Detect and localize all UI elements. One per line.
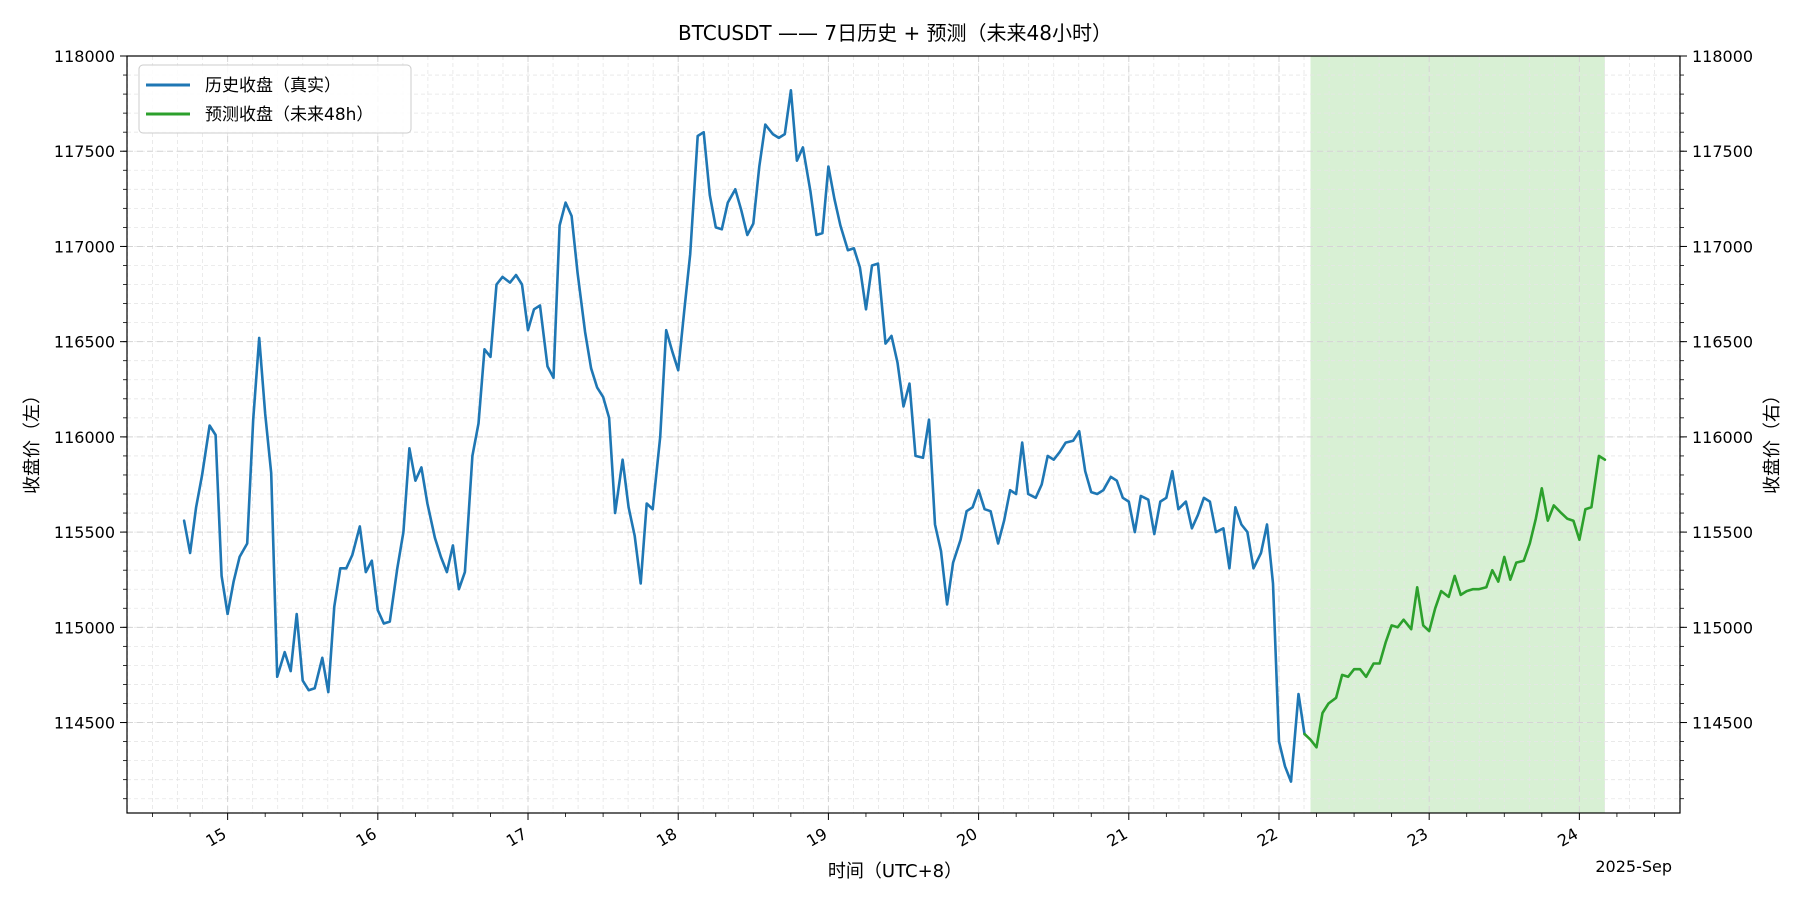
- y-tick-label-right: 116000: [1692, 428, 1753, 447]
- legend: 历史收盘（真实） 预测收盘（未来48h）: [138, 64, 412, 134]
- y-tick-label-left: 118000: [54, 47, 115, 66]
- x-tick-label: 20: [953, 824, 980, 851]
- legend-label-history: 历史收盘（真实）: [205, 76, 341, 96]
- y-tick-label-right: 115500: [1692, 523, 1753, 542]
- x-tick-label: 24: [1554, 824, 1581, 851]
- y-tick-label-right: 114500: [1692, 714, 1753, 733]
- series-line-forecast: [1303, 454, 1607, 749]
- y-tick-label-left: 117000: [54, 237, 115, 256]
- x-tick-label: 23: [1404, 824, 1431, 851]
- y-axis-label-right: 收盘价（右）: [1762, 386, 1783, 494]
- x-axis-label: 时间（UTC+8）: [828, 861, 962, 882]
- x-tick-label: 15: [202, 824, 229, 851]
- y-tick-label-right: 116500: [1692, 333, 1753, 352]
- x-tick-label: 22: [1254, 824, 1281, 851]
- legend-box: [138, 64, 412, 134]
- grid-layer: [127, 55, 1680, 813]
- x-tick-label: 21: [1104, 824, 1131, 851]
- y-axis-label-left: 收盘价（左）: [22, 386, 43, 494]
- x-tick-label: 17: [503, 824, 530, 851]
- forecast-region: [1310, 56, 1605, 813]
- x-axis-offset-label: 2025-Sep: [1595, 857, 1672, 876]
- series-line-history: [182, 89, 1306, 783]
- x-tick-label: 16: [353, 824, 380, 851]
- x-tick-label: 19: [803, 824, 830, 851]
- y-tick-label-right: 117500: [1692, 142, 1753, 161]
- legend-label-forecast: 预测收盘（未来48h）: [205, 105, 373, 125]
- y-tick-label-right: 115000: [1692, 618, 1753, 637]
- y-tick-label-left: 115000: [54, 618, 115, 637]
- y-tick-label-left: 117500: [54, 142, 115, 161]
- series-layer: [182, 89, 1607, 783]
- y-tick-label-right: 118000: [1692, 47, 1753, 66]
- y-tick-label-left: 115500: [54, 523, 115, 542]
- forecast-region-layer: [1310, 56, 1605, 813]
- y-tick-label-left: 116000: [54, 428, 115, 447]
- y-tick-label-right: 117000: [1692, 237, 1753, 256]
- chart-title: BTCUSDT —— 7日历史 + 预测（未来48小时）: [678, 21, 1112, 45]
- x-tick-label: 18: [653, 824, 680, 851]
- y-tick-label-left: 114500: [54, 714, 115, 733]
- y-tick-label-left: 116500: [54, 333, 115, 352]
